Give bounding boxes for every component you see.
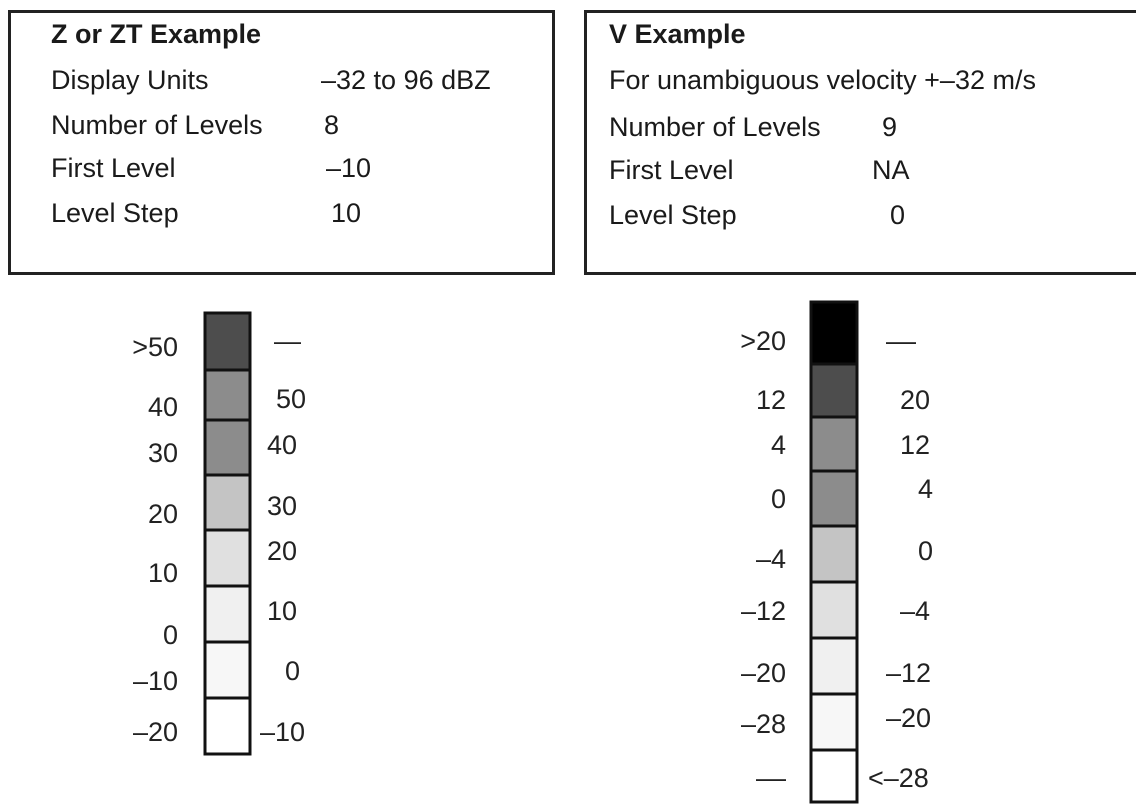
v-example-title: V Example (609, 19, 746, 49)
v-scale-level-left-label: –– (756, 763, 786, 793)
z-scale-level-right-label: 10 (267, 596, 297, 626)
z-display-units-label: Display Units (51, 65, 209, 95)
v-scale-level-box (809, 748, 859, 804)
v-first-level-label: First Level (609, 155, 734, 185)
z-number-of-levels-label: Number of Levels (51, 110, 263, 140)
v-scale-level-right-label: 4 (918, 474, 933, 504)
v-scale-level-box (809, 300, 859, 366)
z-scale-level-left-label: 20 (148, 499, 178, 529)
z-scale-level-right-label: 0 (285, 656, 300, 686)
z-scale-level-left-label: –20 (133, 717, 178, 747)
v-unambiguous-velocity-label: For unambiguous velocity +–32 m/s (609, 65, 1036, 95)
z-scale-level-box (203, 584, 252, 644)
z-scale-level-box (203, 418, 252, 477)
v-number-of-levels-value: 9 (882, 112, 898, 142)
z-scale-level-left-label: 30 (148, 438, 178, 468)
v-scale-level-box (809, 692, 859, 752)
z-display-units-value: –32 to 96 dBZ (321, 65, 491, 95)
z-scale-level-left-label: 10 (148, 558, 178, 588)
v-level-step-label: Level Step (609, 200, 737, 230)
z-example-title: Z or ZT Example (51, 19, 262, 49)
v-scale-level-right-label: –20 (886, 703, 931, 733)
v-scale-level-left-label: >20 (740, 326, 786, 356)
z-scale-level-box (203, 696, 252, 756)
v-scale-level-box (809, 524, 859, 584)
z-scale-level-right-label: 20 (267, 536, 297, 566)
z-scale-level-left-label: 40 (148, 392, 178, 422)
z-scale-level-box (203, 528, 252, 588)
z-scale-level-box (203, 640, 252, 700)
z-level-step-label: Level Step (51, 198, 179, 228)
v-scale-level-right-label: –4 (900, 596, 930, 626)
v-scale-level-box (809, 415, 859, 473)
z-scale-level-right-label: — (274, 326, 301, 356)
v-scale-level-box (809, 469, 859, 528)
z-first-level-label: First Level (51, 153, 176, 183)
v-scale-level-box (809, 580, 859, 640)
v-number-of-levels-label: Number of Levels (609, 112, 821, 142)
v-scale-level-left-label: –12 (741, 596, 786, 626)
v-scale-level-left-label: 4 (771, 430, 786, 460)
z-scale-level-left-label: >50 (132, 332, 178, 362)
v-scale-level-left-label: –20 (741, 658, 786, 688)
z-scale-level-left-label: –10 (133, 666, 178, 696)
z-example-box: Z or ZT Example Display Units –32 to 96 … (8, 10, 555, 275)
v-scale-level-box (809, 636, 859, 696)
z-scale-level-right-label: –10 (260, 717, 305, 747)
v-scale-level-right-label: –– (886, 326, 916, 356)
v-scale-level-left-label: –4 (756, 544, 786, 574)
z-level-step-value: 10 (331, 198, 362, 228)
v-scale-level-right-label: 20 (900, 385, 930, 415)
v-scale-level-right-label: –12 (886, 658, 931, 688)
z-scale-level-right-label: 40 (267, 430, 297, 460)
v-scale-level-left-label: 0 (771, 484, 786, 514)
z-scale-level-left-label: 0 (163, 620, 178, 650)
v-scale-level-left-label: –28 (741, 709, 786, 739)
v-scale-level-box (809, 362, 859, 419)
v-level-step-value: 0 (890, 200, 906, 230)
z-scale-level-right-label: 30 (267, 491, 297, 521)
v-example-box: V Example For unambiguous velocity +–32 … (584, 10, 1136, 275)
v-scale-level-right-label: 0 (918, 536, 933, 566)
z-first-level-value: –10 (326, 153, 372, 183)
v-scale-level-left-label: 12 (756, 385, 786, 415)
z-scale-level-right-label: 50 (276, 384, 306, 414)
v-scale-level-right-label: <–28 (868, 763, 929, 793)
v-first-level-value: NA (872, 155, 910, 185)
z-scale-level-box (203, 311, 252, 372)
z-scale-level-box (203, 368, 252, 422)
z-scale-level-box (203, 473, 252, 532)
z-number-of-levels-value: 8 (324, 110, 340, 140)
v-scale-level-right-label: 12 (900, 430, 930, 460)
